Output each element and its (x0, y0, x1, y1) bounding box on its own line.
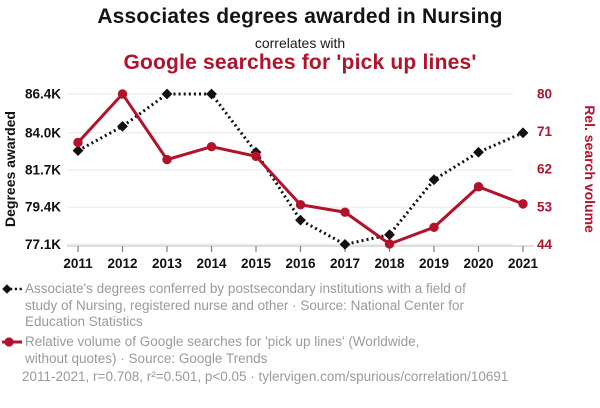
dual-axis-line-chart: 2011 2012 2013 2014 2015 2016 2017 2018 2019 2020… (2, 87, 598, 272)
diamond-marker (206, 88, 217, 100)
x-tick-label: 2014 (196, 256, 227, 271)
x-tick-label: 2016 (285, 256, 316, 271)
red-circle-solid-line-icon (2, 337, 22, 347)
diamond-marker (339, 239, 351, 250)
right-tick-label: 62 (537, 162, 552, 177)
diamond-marker (517, 127, 529, 139)
secondary-title: Google searches for 'pick up lines' (123, 51, 477, 74)
left-tick-label: 81.7K (25, 163, 61, 178)
right-tick-label: 71 (537, 124, 553, 139)
diamond-marker (384, 229, 395, 241)
left-tick-label: 84.0K (25, 125, 61, 140)
legend-text-line: Education Statistics (25, 314, 143, 330)
circle-marker (162, 154, 172, 165)
x-tick-label: 2020 (463, 256, 493, 271)
x-tick-label: 2018 (374, 256, 405, 271)
x-tick-label: 2019 (419, 256, 449, 271)
circle-marker (473, 182, 484, 192)
x-tick-label: 2012 (107, 256, 137, 271)
legend-text-searches: Relative volume of Google searches for '… (25, 334, 419, 367)
diamond-marker (428, 174, 440, 186)
page-title: Associates degrees awarded in Nursing (97, 5, 503, 28)
x-tick-label: 2013 (152, 256, 183, 271)
x-tick-label: 2021 (508, 256, 539, 271)
diamond-marker (161, 88, 173, 100)
diamond-marker (117, 120, 128, 132)
x-tick-label: 2017 (330, 256, 360, 271)
legend-text-line: study of Nursing, registered nurse and o… (25, 297, 464, 313)
legend-entry-degrees: Associate's degrees conferred by postsec… (2, 281, 466, 331)
correlates-with-label: correlates with (254, 35, 346, 51)
circle-marker (251, 151, 261, 161)
right-tick-label: 53 (537, 199, 553, 214)
left-tick-label: 86.4K (25, 87, 61, 102)
circle-marker (73, 137, 83, 148)
stats-footer: 2011-2021, r=0.708, r²=0.501, p<0.05 · t… (22, 369, 509, 384)
diamond-marker (295, 214, 306, 226)
x-tick-label: 2011 (63, 256, 93, 271)
black-diamond-dotted-line-icon (2, 284, 22, 294)
circle-marker (206, 141, 217, 152)
series-line-left (77, 92, 524, 246)
circle-marker (117, 89, 128, 99)
circle-marker (384, 239, 395, 249)
circle-marker (340, 207, 350, 217)
x-tick-label: 2015 (241, 256, 272, 271)
right-tick-label: 44 (537, 237, 553, 252)
legend-entry-searches: Relative volume of Google searches for '… (2, 334, 419, 367)
circle-marker (429, 222, 439, 232)
left-tick-label: 77.1K (25, 237, 61, 252)
legend-text-line: without quotes) · Source: Google Trends (25, 350, 268, 366)
right-axis-title: Rel. search volume (582, 105, 598, 233)
circle-marker (295, 200, 306, 210)
legend-text-line: Relative volume of Google searches for '… (25, 334, 420, 349)
legend-text-degrees: Associate's degrees conferred by postsec… (25, 281, 466, 331)
left-tick-label: 79.4K (25, 200, 61, 215)
legend-text-line: Associate's degrees conferred by postsec… (25, 281, 466, 296)
left-axis-title: Degrees awarded (2, 111, 18, 227)
right-tick-label: 80 (537, 87, 552, 102)
circle-marker (518, 199, 528, 209)
diamond-marker (473, 146, 484, 158)
